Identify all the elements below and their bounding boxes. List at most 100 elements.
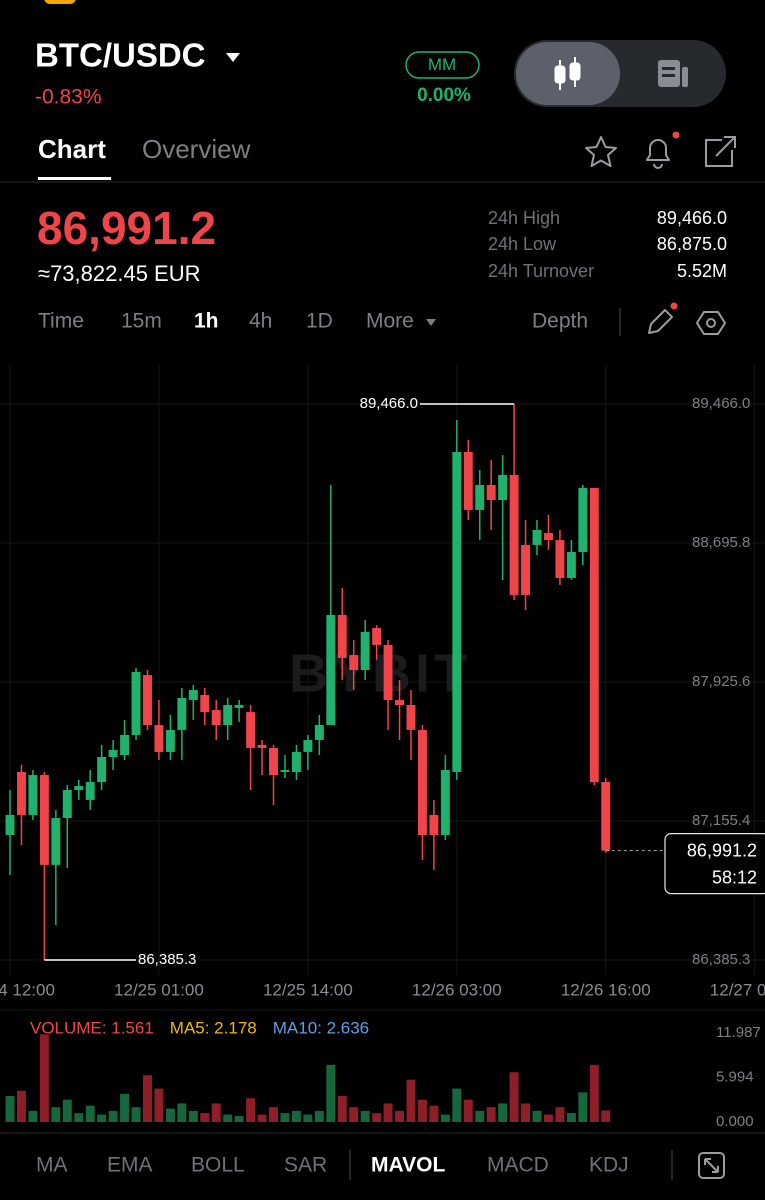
interval[interactable]: 1D	[306, 310, 333, 333]
candle-body	[269, 747, 278, 776]
interval[interactable]: 15m	[121, 310, 162, 333]
volume-bar	[234, 1116, 244, 1122]
high-marker-label: 89,466.0	[360, 395, 418, 412]
alert-dot	[672, 131, 680, 139]
indicator[interactable]: EMA	[107, 1154, 153, 1177]
volume-bar	[246, 1098, 256, 1122]
mm-pill[interactable]	[405, 51, 480, 79]
candle-body	[51, 817, 61, 865]
settings-icon[interactable]	[695, 311, 727, 335]
draw-icon[interactable]	[648, 309, 673, 334]
volume-bar	[154, 1088, 164, 1122]
candle-body	[383, 644, 393, 700]
volume-bar	[360, 1110, 370, 1122]
favorite-icon[interactable]	[585, 136, 617, 167]
interval[interactable]: More	[366, 310, 414, 333]
x-tick-label: 12/27 05:00	[710, 980, 765, 999]
candle-body	[509, 474, 519, 595]
candle-body	[120, 734, 130, 756]
candle-body	[39, 775, 49, 865]
candle-body	[555, 540, 565, 578]
candle-body	[97, 756, 107, 783]
tab-underline	[38, 177, 111, 180]
interval[interactable]: 4h	[249, 310, 272, 333]
depth-button[interactable]: Depth	[532, 310, 588, 333]
stat-value: 5.52M	[677, 261, 727, 281]
volume-bar	[165, 1108, 175, 1122]
expand-icon[interactable]	[698, 1152, 725, 1179]
pair-title[interactable]: BTC/USDC	[35, 37, 206, 74]
candle-body	[211, 710, 221, 726]
volume-tick-label: 0.000	[716, 1113, 754, 1130]
candle-body	[498, 474, 508, 500]
candle-body	[417, 729, 427, 835]
volume-bar	[74, 1113, 84, 1122]
y-tick-label: 89,466.0	[692, 395, 750, 412]
candle-body	[314, 725, 324, 741]
y-tick-label: 88,695.8	[692, 534, 750, 551]
candle-body	[566, 551, 576, 578]
volume-bar	[143, 1075, 152, 1122]
volume-legend: MA10: 2.636	[273, 1018, 369, 1037]
volume-bar	[463, 1099, 473, 1122]
y-tick-label: 87,155.4	[692, 812, 750, 829]
interval[interactable]: 1h	[194, 310, 219, 333]
low-marker-label: 86,385.3	[138, 951, 196, 968]
pair-dropdown[interactable]	[226, 53, 240, 62]
mm-value: 0.00%	[417, 85, 471, 106]
x-tick-label: 12/26 16:00	[561, 980, 651, 999]
candle-body	[62, 790, 72, 818]
indicator[interactable]: MAVOL	[371, 1154, 445, 1177]
volume-bar	[555, 1107, 565, 1122]
indicator[interactable]: MACD	[487, 1154, 549, 1177]
volume-bar	[108, 1110, 118, 1122]
candle-body	[429, 814, 439, 835]
candle-body	[246, 712, 256, 748]
interval[interactable]: Time	[38, 310, 84, 333]
change: -0.83%	[35, 86, 102, 109]
volume-bar	[429, 1105, 439, 1122]
stat-label: 24h Turnover	[488, 261, 594, 281]
volume-bar	[120, 1093, 130, 1122]
volume-bar	[417, 1099, 427, 1122]
volume-bar	[383, 1103, 393, 1122]
candle-body	[177, 697, 187, 730]
volume-bar	[452, 1088, 462, 1122]
candle-body	[337, 614, 347, 658]
candle-body	[85, 782, 95, 800]
indicator[interactable]: MA	[36, 1154, 68, 1177]
candle-body	[74, 786, 84, 791]
candle-body	[108, 749, 118, 757]
volume-bar	[131, 1107, 141, 1122]
stat-label: 24h High	[488, 208, 560, 228]
volume-bar	[349, 1107, 359, 1122]
candle-body	[578, 487, 588, 552]
volume-bar	[211, 1103, 221, 1122]
last-price-box	[664, 833, 765, 895]
candle-body	[16, 771, 26, 815]
converted-price: ≈73,822.45 EUR	[38, 261, 201, 286]
indicator[interactable]: SAR	[284, 1154, 327, 1177]
more-arrow	[426, 319, 436, 326]
alert-icon[interactable]	[646, 139, 670, 169]
tab[interactable]: Overview	[142, 134, 251, 164]
volume-bar	[601, 1110, 611, 1122]
candle-body	[486, 485, 496, 500]
share-icon[interactable]	[705, 136, 736, 167]
volume-legend: VOLUME: 1.561	[30, 1018, 154, 1037]
tab[interactable]: Chart	[38, 134, 106, 164]
indicator[interactable]: BOLL	[191, 1154, 245, 1177]
candle-body	[223, 705, 233, 726]
volume-bar	[303, 1114, 313, 1122]
watermark: BYBIT	[289, 643, 471, 703]
candle-body	[291, 751, 301, 772]
volume-bar	[578, 1092, 588, 1122]
toggle-chart[interactable]	[516, 42, 620, 105]
toggle-info[interactable]	[658, 60, 688, 87]
volume-bar	[337, 1096, 347, 1122]
candle-body	[188, 690, 198, 700]
indicator[interactable]: KDJ	[589, 1154, 629, 1177]
